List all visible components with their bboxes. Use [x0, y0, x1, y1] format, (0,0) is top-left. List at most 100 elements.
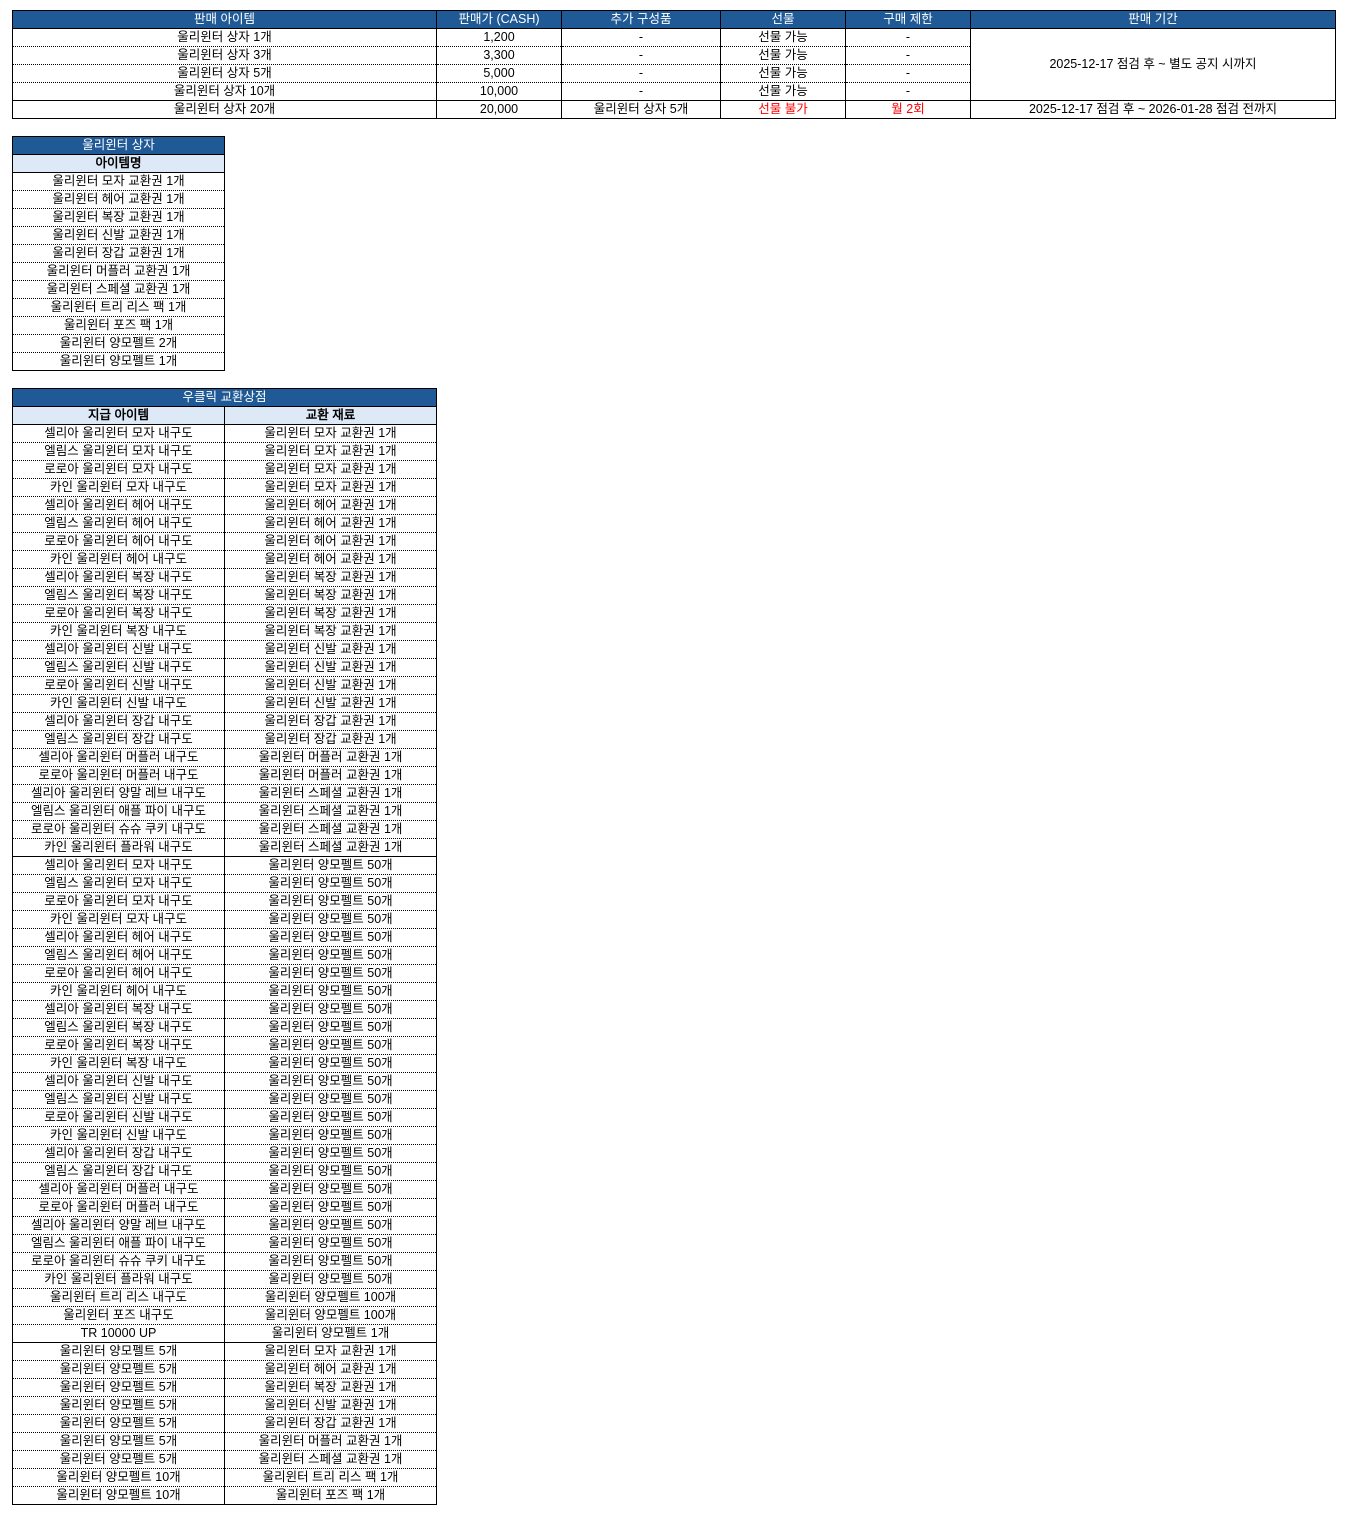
table-row: 엘림스 울리윈터 모자 내구도 울리윈터 양모펠트 50개: [12, 874, 437, 893]
reward-item: 셀리아 울리윈터 모자 내구도: [12, 424, 225, 443]
table-row: 울리윈터 양모펠트 5개 울리윈터 장갑 교환권 1개: [12, 1414, 437, 1433]
sale-period: 2025-12-17 점검 후 ~ 2026-01-28 점검 전까지: [970, 100, 1336, 119]
table-row: 셀리아 울리윈터 헤어 내구도 울리윈터 양모펠트 50개: [12, 928, 437, 947]
list-item: 울리윈터 장갑 교환권 1개: [12, 244, 225, 263]
list-item: 울리윈터 헤어 교환권 1개: [12, 190, 225, 209]
exchange-material: 울리윈터 양모펠트 50개: [224, 1000, 437, 1019]
table-row: 엘림스 울리윈터 모자 내구도 울리윈터 모자 교환권 1개: [12, 442, 437, 461]
reward-item: 엘림스 울리윈터 장갑 내구도: [12, 730, 225, 749]
table-row: 울리윈터 포즈 내구도 울리윈터 양모펠트 100개: [12, 1306, 437, 1325]
table-row: 셀리아 울리윈터 복장 내구도 울리윈터 복장 교환권 1개: [12, 568, 437, 587]
sales-row: 울리윈터 상자 3개 3,300- 선물 가능 -: [12, 46, 1336, 65]
purchase-limit: -: [845, 64, 971, 83]
header-extra: 추가 구성품: [561, 10, 721, 29]
extra-items: -: [561, 28, 721, 47]
exchange-material: 울리윈터 양모펠트 50개: [224, 1108, 437, 1127]
gift-status: 선물 가능: [720, 46, 846, 65]
box-item: 울리윈터 포즈 팩 1개: [12, 316, 225, 335]
table-row: 카인 울리윈터 복장 내구도 울리윈터 복장 교환권 1개: [12, 622, 437, 641]
reward-item: 울리윈터 양모펠트 5개: [12, 1342, 225, 1361]
purchase-limit: 월 2회: [845, 100, 971, 119]
reward-item: 엘림스 울리윈터 모자 내구도: [12, 442, 225, 461]
reward-item: 로로아 울리윈터 복장 내구도: [12, 604, 225, 623]
reward-item: 카인 울리윈터 신발 내구도: [12, 1126, 225, 1145]
table-row: 엘림스 울리윈터 복장 내구도 울리윈터 양모펠트 50개: [12, 1018, 437, 1037]
exchange-material: 울리윈터 복장 교환권 1개: [224, 568, 437, 587]
gift-status: 선물 가능: [720, 64, 846, 83]
exchange-material: 울리윈터 양모펠트 50개: [224, 928, 437, 947]
reward-item: 셀리아 울리윈터 신발 내구도: [12, 640, 225, 659]
gift-status: 선물 불가: [720, 100, 846, 119]
reward-item: 셀리아 울리윈터 장갑 내구도: [12, 712, 225, 731]
exchange-material: 울리윈터 모자 교환권 1개: [224, 1342, 437, 1361]
exchange-material: 울리윈터 장갑 교환권 1개: [224, 1414, 437, 1433]
price: 5,000: [436, 64, 562, 83]
reward-item: 로로아 울리윈터 헤어 내구도: [12, 964, 225, 983]
reward-item: 울리윈터 양모펠트 10개: [12, 1486, 225, 1505]
purchase-limit: -: [845, 28, 971, 47]
exchange-material: 울리윈터 양모펠트 50개: [224, 964, 437, 983]
reward-item: 카인 울리윈터 헤어 내구도: [12, 550, 225, 569]
purchase-limit: -: [845, 82, 971, 101]
box-contents-table: 울리윈터 상자 아이템명 울리윈터 모자 교환권 1개 울리윈터 헤어 교환권 1…: [12, 136, 225, 371]
table-row: 로로아 울리윈터 헤어 내구도 울리윈터 헤어 교환권 1개: [12, 532, 437, 551]
exchange-material: 울리윈터 스페셜 교환권 1개: [224, 820, 437, 839]
reward-item: 엘림스 울리윈터 장갑 내구도: [12, 1162, 225, 1181]
table-row: 로로아 울리윈터 모자 내구도 울리윈터 모자 교환권 1개: [12, 460, 437, 479]
table-row: 울리윈터 양모펠트 10개 울리윈터 포즈 팩 1개: [12, 1486, 437, 1505]
box-item: 울리윈터 트리 리스 팩 1개: [12, 298, 225, 317]
reward-item: TR 10000 UP: [12, 1324, 225, 1343]
item-name: 울리윈터 상자 20개: [12, 100, 437, 119]
exchange-material: 울리윈터 복장 교환권 1개: [224, 1378, 437, 1397]
box-item: 울리윈터 장갑 교환권 1개: [12, 244, 225, 263]
exchange-material: 울리윈터 양모펠트 1개: [224, 1324, 437, 1343]
exchange-shop-table: 우클릭 교환상점 지급 아이템 교환 재료 셀리아 울리윈터 모자 내구도 울리윈…: [12, 388, 437, 1505]
reward-item: 울리윈터 포즈 내구도: [12, 1306, 225, 1325]
box-item: 울리윈터 양모펠트 2개: [12, 334, 225, 353]
reward-item: 엘림스 울리윈터 복장 내구도: [12, 586, 225, 605]
table-row: 울리윈터 양모펠트 5개 울리윈터 모자 교환권 1개: [12, 1342, 437, 1361]
table-row: 카인 울리윈터 신발 내구도 울리윈터 양모펠트 50개: [12, 1126, 437, 1145]
reward-item: 카인 울리윈터 플라워 내구도: [12, 838, 225, 857]
reward-item: 엘림스 울리윈터 신발 내구도: [12, 658, 225, 677]
exchange-material: 울리윈터 헤어 교환권 1개: [224, 532, 437, 551]
sales-row: 울리윈터 상자 5개 5,000- 선물 가능 -: [12, 64, 1336, 83]
list-item: 울리윈터 신발 교환권 1개: [12, 226, 225, 245]
exchange-material: 울리윈터 모자 교환권 1개: [224, 478, 437, 497]
table-row: TR 10000 UP 울리윈터 양모펠트 1개: [12, 1324, 437, 1343]
exchange-material: 울리윈터 양모펠트 50개: [224, 856, 437, 875]
sales-table: 판매 아이템 판매가 (CASH) 추가 구성품 선물 구매 제한 판매 기간 …: [12, 10, 1336, 119]
exchange-material: 울리윈터 양모펠트 100개: [224, 1288, 437, 1307]
table-row: 엘림스 울리윈터 헤어 내구도 울리윈터 양모펠트 50개: [12, 946, 437, 965]
item-name: 울리윈터 상자 10개: [12, 82, 437, 101]
reward-item: 로로아 울리윈터 슈슈 쿠키 내구도: [12, 820, 225, 839]
exchange-material: 울리윈터 스페셜 교환권 1개: [224, 802, 437, 821]
list-item: 울리윈터 포즈 팩 1개: [12, 316, 225, 335]
table-row: 카인 울리윈터 헤어 내구도 울리윈터 양모펠트 50개: [12, 982, 437, 1001]
reward-item: 셀리아 울리윈터 복장 내구도: [12, 568, 225, 587]
table-row: 엘림스 울리윈터 장갑 내구도 울리윈터 장갑 교환권 1개: [12, 730, 437, 749]
exchange-material: 울리윈터 양모펠트 50개: [224, 1036, 437, 1055]
table-row: 울리윈터 양모펠트 5개 울리윈터 복장 교환권 1개: [12, 1378, 437, 1397]
table-row: 로로아 울리윈터 슈슈 쿠키 내구도 울리윈터 양모펠트 50개: [12, 1252, 437, 1271]
extra-items: -: [561, 64, 721, 83]
reward-item: 로로아 울리윈터 신발 내구도: [12, 676, 225, 695]
exchange-material: 울리윈터 양모펠트 50개: [224, 1054, 437, 1073]
gift-status: 선물 가능: [720, 82, 846, 101]
reward-item: 셀리아 울리윈터 복장 내구도: [12, 1000, 225, 1019]
reward-item: 셀리아 울리윈터 모자 내구도: [12, 856, 225, 875]
reward-item: 로로아 울리윈터 헤어 내구도: [12, 532, 225, 551]
table-row: 셀리아 울리윈터 모자 내구도 울리윈터 양모펠트 50개: [12, 856, 437, 875]
item-name: 울리윈터 상자 5개: [12, 64, 437, 83]
exchange-material: 울리윈터 장갑 교환권 1개: [224, 730, 437, 749]
exchange-material: 울리윈터 신발 교환권 1개: [224, 1396, 437, 1415]
exchange-material: 울리윈터 양모펠트 50개: [224, 1072, 437, 1091]
exchange-material: 울리윈터 신발 교환권 1개: [224, 658, 437, 677]
exchange-material: 울리윈터 머플러 교환권 1개: [224, 1432, 437, 1451]
table-row: 엘림스 울리윈터 헤어 내구도 울리윈터 헤어 교환권 1개: [12, 514, 437, 533]
header-material: 교환 재료: [224, 406, 437, 425]
exchange-material: 울리윈터 신발 교환권 1개: [224, 694, 437, 713]
table-row: 카인 울리윈터 복장 내구도 울리윈터 양모펠트 50개: [12, 1054, 437, 1073]
exchange-material: 울리윈터 양모펠트 50개: [224, 1090, 437, 1109]
exchange-material: 울리윈터 포즈 팩 1개: [224, 1486, 437, 1505]
